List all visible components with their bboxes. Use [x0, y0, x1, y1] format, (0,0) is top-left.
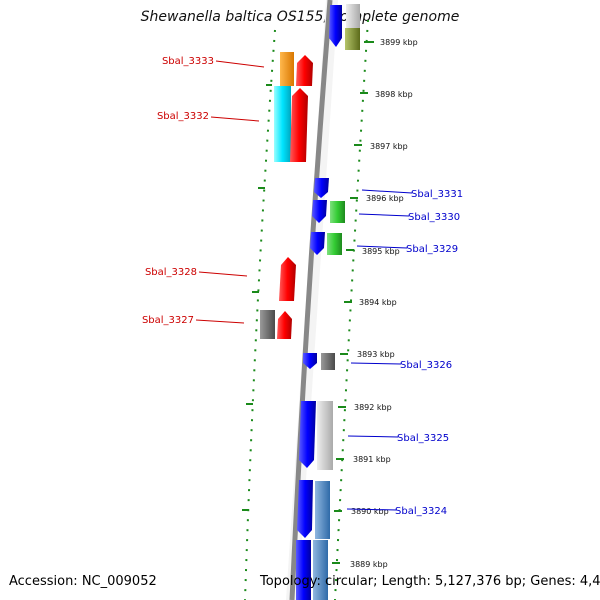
kbp-label: 3892 kbp	[354, 403, 392, 412]
kbp-label: 3899 kbp	[380, 38, 418, 47]
kbp-label: 3895 kbp	[362, 247, 400, 256]
gene-arrow	[297, 480, 313, 538]
genome-backbone	[289, 0, 333, 600]
kbp-label: 3898 kbp	[375, 90, 413, 99]
gene-label: Sbal_3325	[397, 433, 449, 444]
gene-label: Sbal_3326	[400, 360, 452, 371]
gene-arrow	[280, 52, 294, 86]
kbp-label: 3889 kbp	[350, 560, 388, 569]
gene-arrow	[279, 257, 296, 301]
gene-arrow	[296, 55, 313, 86]
gene-arrow	[329, 5, 342, 47]
gene-arrow	[296, 540, 311, 600]
gene-label: Sbal_3329	[406, 244, 458, 255]
gene-arrow	[260, 310, 275, 339]
kbp-label: 3890 kbp	[351, 507, 389, 516]
kbp-axis: 3899 kbp 3898 kbp 3897 kbp 3896 kbp 3895…	[242, 38, 418, 569]
genes	[260, 4, 360, 600]
gene-arrow	[303, 353, 317, 369]
kbp-label: 3891 kbp	[353, 455, 391, 464]
gene-label: Sbal_3330	[408, 212, 460, 223]
gene-arrow	[330, 201, 345, 223]
gene-arrow	[274, 86, 291, 162]
gene-arrow	[314, 178, 329, 198]
kbp-label: 3896 kbp	[366, 194, 404, 203]
gene-arrow	[346, 4, 360, 28]
gene-label: Sbal_3324	[395, 506, 447, 517]
gene-label: Sbal_3331	[411, 189, 463, 200]
map-title: Shewanella baltica OS155, complete genom…	[140, 9, 460, 25]
kbp-label: 3897 kbp	[370, 142, 408, 151]
gene-arrow	[313, 540, 328, 600]
gene-arrow	[345, 28, 360, 50]
gene-arrow	[312, 200, 327, 223]
gene-arrow	[327, 233, 342, 255]
gene-label: Sbal_3327	[142, 315, 194, 326]
gene-arrow	[310, 232, 325, 255]
leader-lines	[195, 60, 413, 511]
gene-label: Sbal_3333	[162, 56, 214, 67]
kbp-label: 3893 kbp	[357, 350, 395, 359]
gene-arrow	[315, 481, 330, 539]
gene-labels: Sbal_3333 Sbal_3332 Sbal_3328 Sbal_3327 …	[142, 56, 463, 517]
gene-arrow	[321, 353, 335, 370]
gene-label: Sbal_3328	[145, 267, 197, 278]
topology-text: Topology: circular; Length: 5,127,376 bp…	[260, 574, 600, 589]
gene-arrow	[317, 401, 333, 470]
gene-label: Sbal_3332	[157, 111, 209, 122]
gene-arrow	[299, 401, 316, 468]
gene-arrow	[277, 311, 292, 339]
gene-arrow	[290, 88, 308, 162]
accession-text: Accession: NC_009052	[9, 574, 157, 589]
kbp-label: 3894 kbp	[359, 298, 397, 307]
